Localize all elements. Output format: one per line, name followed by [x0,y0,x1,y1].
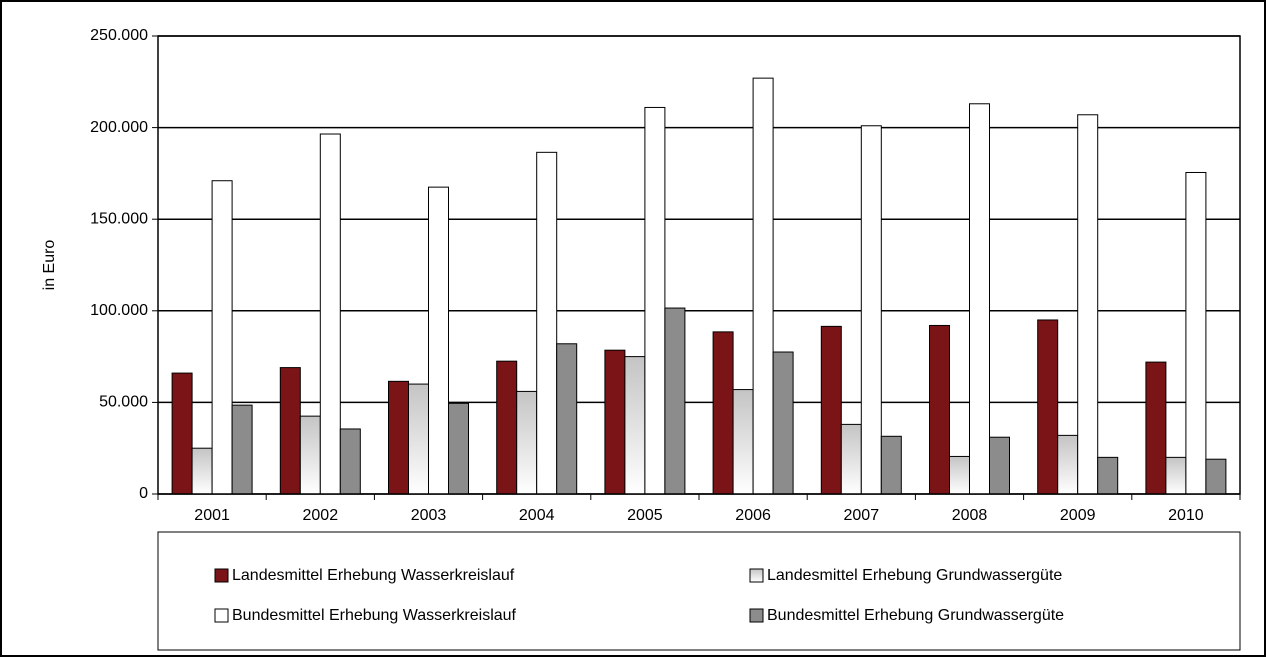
y-axis-label: in Euro [41,240,58,291]
bar [969,103,990,495]
x-tick-label: 2002 [303,507,339,524]
bar [604,349,626,495]
bar [949,455,970,495]
bar [664,307,686,495]
bar [840,423,862,495]
x-tick-label: 2006 [735,507,771,524]
legend-label: Landesmittel Erhebung Grundwassergüte [767,567,1062,584]
legend-label: Bundesmittel Erhebung Wasserkreislauf [232,607,517,624]
bar [339,428,361,495]
bar [644,106,666,495]
bar [171,372,193,495]
y-tick-label: 50.000 [99,394,148,411]
legend-swatch [749,568,764,583]
x-tick-label: 2007 [844,507,880,524]
bar [428,186,449,495]
bar [712,331,734,495]
bar [536,151,558,495]
bar [1077,114,1099,495]
bar [496,360,518,495]
legend-label: Landesmittel Erhebung Wasserkreislauf [232,567,515,584]
bar [732,389,754,495]
x-tick-label: 2010 [1168,507,1204,524]
bar [279,367,301,495]
bar [929,324,950,495]
x-tick-label: 2008 [952,507,988,524]
bar [388,380,409,495]
bar [1185,171,1207,495]
legend-swatch [214,568,229,583]
bar [448,402,469,495]
bar [860,125,882,495]
bar [556,343,578,495]
bar [1097,456,1119,495]
y-tick-label: 100.000 [90,302,148,319]
bar [191,447,213,495]
legend-box [157,531,1241,651]
legend-swatch [749,608,764,623]
bar [408,383,429,495]
bar [752,77,774,495]
bar [1145,361,1167,495]
bar [211,180,233,495]
bar [624,356,646,495]
x-tick-label: 2003 [411,507,447,524]
x-tick-label: 2005 [627,507,663,524]
y-tick-label: 0 [139,485,148,502]
bar [299,415,321,495]
legend-label: Bundesmittel Erhebung Grundwassergüte [767,607,1064,624]
y-tick-label: 250.000 [90,27,148,44]
bar [1037,319,1059,495]
plot-border [157,35,1241,495]
bar [820,325,842,495]
x-tick-label: 2001 [194,507,230,524]
x-tick-label: 2009 [1060,507,1096,524]
bar [1165,456,1187,495]
legend-swatch [214,608,229,623]
y-tick-label: 200.000 [90,119,148,136]
bar [1057,434,1079,495]
bar [772,351,794,495]
y-tick-label: 150.000 [90,210,148,227]
bar [880,435,902,495]
bar [319,133,341,495]
x-tick-label: 2004 [519,507,555,524]
bar [231,404,253,495]
bar [1205,458,1227,495]
bar [516,390,538,495]
bar [989,436,1010,495]
